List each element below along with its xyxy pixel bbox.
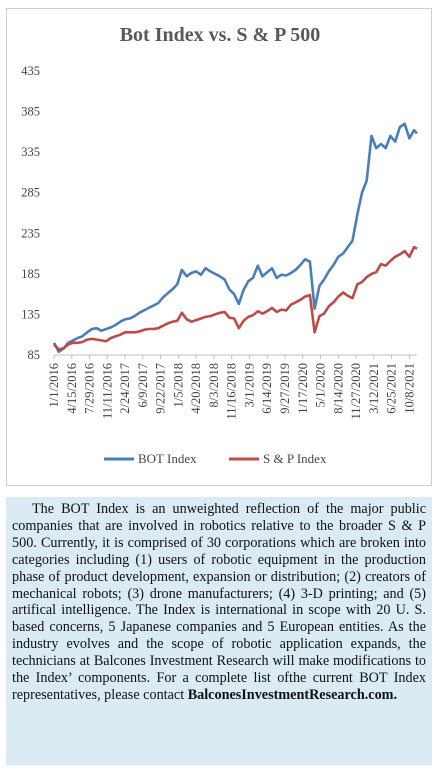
x-tick-label: 9/22/2017: [154, 363, 168, 414]
x-tick-label: 1/1/2016: [47, 363, 61, 407]
x-tick-label: 6/14/2019: [260, 363, 274, 414]
x-tick-label: 4/15/2016: [65, 363, 79, 414]
y-axis-ticks: 85 135 185 235 285 335 385 435: [21, 64, 40, 362]
description-body: The BOT Index is an unweighted reflectio…: [12, 501, 426, 703]
y-tick-label: 185: [21, 267, 40, 281]
chart-title: Bot Index vs. S & P 500: [120, 24, 321, 46]
series-line-sp-index: [53, 245, 418, 351]
x-tick-label: 1/5/2018: [171, 363, 185, 407]
x-tick-label: 8/14/2020: [331, 363, 345, 414]
x-tick-label: 11/11/2016: [100, 363, 114, 419]
description-panel: The BOT Index is an unweighted reflectio…: [6, 497, 432, 765]
y-tick-label: 335: [21, 145, 40, 159]
legend: BOT Index S & P Index: [104, 451, 327, 466]
x-tick-label: 9/27/2019: [278, 363, 292, 414]
x-tick-label: 3/1/2019: [242, 363, 256, 407]
x-tick-label: 6/9/2017: [136, 363, 150, 407]
x-tick-label: 6/25/2021: [385, 363, 399, 414]
x-axis: 1/1/2016 4/15/2016 7/29/2016 11/11/2016 2/24…: [47, 354, 417, 419]
contact-link[interactable]: BalconesInvestmentResearch.com.: [187, 686, 398, 703]
x-tick-label: 3/12/2021: [367, 363, 381, 414]
legend-label: S & P Index: [263, 451, 327, 466]
y-tick-label: 235: [21, 226, 40, 240]
line-chart: Bot Index vs. S & P 500 85 135 185 235 285 33…: [21, 24, 418, 466]
description-text: The BOT Index is an unweighted reflectio…: [12, 501, 426, 704]
series-line-bot-index: [52, 122, 418, 354]
x-tick-label: 11/27/2020: [349, 363, 363, 419]
y-tick-label: 85: [28, 348, 41, 362]
legend-label: BOT Index: [138, 451, 197, 466]
x-tick-label: 1/17/2020: [296, 363, 310, 414]
x-tick-label: 10/8/2021: [402, 363, 416, 414]
x-tick-label: 7/29/2016: [83, 363, 97, 414]
x-tick-label: 5/1/2020: [314, 363, 328, 407]
y-tick-label: 385: [21, 105, 40, 119]
x-tick-label: 11/16/2018: [225, 363, 239, 419]
y-tick-label: 285: [21, 186, 40, 200]
x-tick-label: 4/20/2018: [189, 363, 203, 414]
y-tick-label: 435: [21, 64, 40, 78]
y-tick-label: 135: [21, 307, 40, 321]
x-tick-label: 2/24/2017: [118, 363, 132, 414]
series-layer: [52, 122, 418, 354]
x-tick-label: 8/3/2018: [207, 363, 221, 407]
chart-frame: Bot Index vs. S & P 500 85 135 185 235 285 33…: [6, 8, 432, 486]
